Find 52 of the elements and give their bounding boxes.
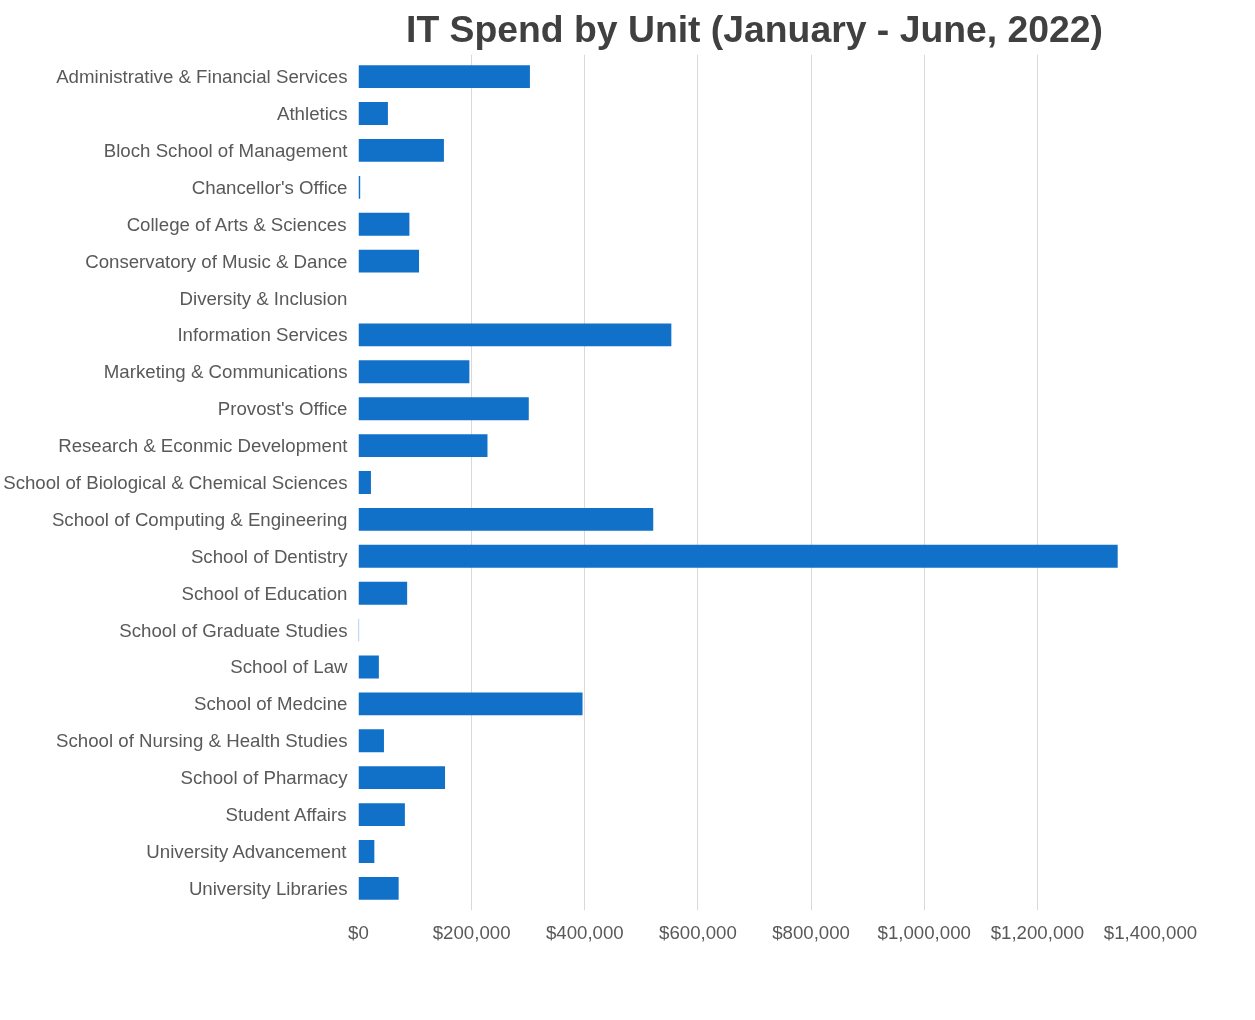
y-tick-label: University Advancement — [146, 840, 348, 862]
y-tick-label: Conservatory of Music & Dance — [85, 250, 348, 272]
bar — [358, 729, 384, 753]
x-tick-label: $1,400,000 — [1103, 921, 1198, 943]
bar — [358, 397, 529, 421]
bar — [358, 65, 530, 89]
bar — [358, 692, 583, 716]
bar — [358, 138, 444, 162]
bar — [358, 102, 388, 125]
y-tick-label: School of Graduate Studies — [119, 619, 348, 641]
x-tick-label: $0 — [348, 921, 369, 943]
y-tick-label: Diversity & Inclusion — [179, 287, 348, 309]
bar — [358, 212, 410, 236]
y-tick-label: University Libraries — [188, 877, 348, 899]
y-tick-label: Bloch School of Management — [103, 139, 349, 161]
y-tick-label: Provost's Office — [217, 398, 348, 420]
bar — [358, 876, 399, 900]
y-tick-label: School of Computing & Engineering — [51, 508, 348, 530]
x-tick-label: $200,000 — [432, 921, 511, 943]
y-tick-label: School of Law — [230, 656, 349, 678]
bar — [358, 766, 446, 790]
bar — [358, 323, 672, 347]
x-tick-label: $800,000 — [772, 921, 850, 943]
y-tick-label: School of Education — [181, 582, 348, 604]
bar — [358, 581, 408, 605]
y-tick-label: School of Nursing & Health Studies — [56, 730, 348, 752]
y-tick-label: Administrative & Financial Services — [56, 66, 348, 88]
bar — [358, 471, 371, 494]
x-tick-label: $1,000,000 — [877, 921, 971, 943]
bar — [358, 655, 379, 679]
y-tick-label: Research & Econmic Development — [58, 435, 349, 457]
bar — [358, 544, 1118, 568]
x-tick-label: $600,000 — [659, 921, 737, 943]
bar — [358, 803, 405, 827]
bar — [358, 507, 654, 531]
y-tick-label: Marketing & Communications — [103, 361, 348, 383]
chart-title: IT Spend by Unit (January - June, 2022) — [406, 7, 1103, 50]
y-tick-label: School of Pharmacy — [180, 767, 349, 789]
y-tick-label: School of Biological & Chemical Sciences — [3, 472, 348, 493]
x-tick-label: $400,000 — [545, 921, 624, 943]
y-tick-label: School of Medcine — [194, 693, 348, 715]
y-tick-label: School of Dentistry — [190, 545, 349, 567]
y-tick-label: Student Affairs — [225, 804, 347, 826]
bar — [358, 840, 375, 863]
bar — [358, 360, 470, 384]
bar — [358, 249, 420, 273]
y-tick-label: Athletics — [276, 103, 348, 125]
y-tick-label: Information Services — [177, 324, 348, 346]
y-tick-label: College of Arts & Sciences — [126, 213, 347, 235]
y-tick-label: Chancellor's Office — [191, 176, 348, 198]
bar — [358, 434, 488, 458]
x-tick-label: $1,200,000 — [990, 921, 1085, 943]
